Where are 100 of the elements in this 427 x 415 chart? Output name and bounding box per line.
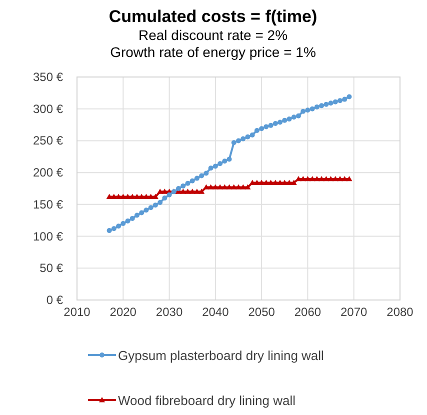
chart-title: Cumulated costs = f(time)	[108, 7, 318, 26]
point	[212, 164, 218, 169]
point	[208, 184, 214, 190]
point	[259, 126, 264, 132]
point	[166, 192, 172, 198]
x-tick-label: 2080	[386, 305, 414, 319]
point	[130, 216, 135, 221]
point	[305, 108, 310, 113]
point	[180, 188, 186, 194]
point	[194, 188, 200, 194]
point	[245, 134, 250, 140]
point	[324, 102, 329, 107]
point	[185, 180, 190, 186]
point	[180, 183, 186, 188]
x-tick-label: 2050	[248, 305, 276, 319]
point	[144, 208, 149, 213]
point	[194, 176, 200, 181]
point	[222, 158, 228, 164]
point	[272, 121, 278, 126]
point	[342, 176, 348, 182]
point	[106, 194, 112, 199]
point	[111, 226, 116, 232]
legend-label: Wood fibreboard dry lining wall	[118, 393, 296, 408]
point	[139, 210, 144, 216]
point	[346, 94, 352, 100]
point	[300, 108, 306, 114]
point	[231, 140, 236, 146]
x-tick-label: 2060	[294, 305, 322, 319]
point	[319, 103, 324, 108]
point	[240, 136, 246, 142]
x-tick-label: 2020	[110, 305, 137, 319]
point	[328, 176, 334, 182]
point	[212, 184, 218, 190]
point	[291, 114, 296, 120]
point	[304, 176, 311, 182]
point	[125, 218, 130, 224]
point	[264, 124, 269, 130]
point	[226, 156, 232, 162]
point	[282, 118, 288, 123]
point	[157, 188, 164, 194]
point	[337, 176, 344, 182]
point	[244, 184, 251, 190]
point	[162, 196, 168, 201]
point	[190, 178, 195, 184]
point	[332, 176, 338, 182]
y-tick-label: 350 €	[32, 70, 64, 84]
point	[198, 188, 205, 194]
point	[323, 176, 330, 182]
point	[342, 96, 348, 102]
y-tick-label: 300 €	[32, 102, 64, 116]
chart-subtitle: Real discount rate = 2% Growth rate of energy price = 1%	[110, 27, 316, 60]
point	[278, 120, 283, 125]
point	[120, 221, 126, 226]
point	[254, 128, 260, 134]
point	[338, 98, 343, 104]
point	[222, 184, 228, 190]
point	[208, 166, 214, 171]
point	[240, 184, 246, 190]
point	[328, 100, 334, 106]
point	[218, 161, 223, 166]
point	[203, 184, 210, 190]
point	[152, 202, 158, 208]
point	[268, 122, 274, 128]
point	[134, 212, 140, 218]
point	[158, 200, 163, 206]
y-tick-label: 250 €	[32, 134, 64, 148]
point	[346, 176, 352, 182]
point	[310, 106, 315, 112]
point	[296, 113, 301, 118]
point	[300, 176, 306, 182]
x-tick-label: 2030	[156, 305, 183, 319]
y-tick-label: 50 €	[40, 261, 64, 276]
point	[106, 228, 112, 234]
point	[250, 132, 255, 138]
y-tick-label: 0 €	[46, 293, 64, 307]
legend-label: Gypsum plasterboard dry lining wall	[118, 348, 324, 363]
point	[314, 104, 320, 110]
y-tick-label: 100 €	[32, 229, 64, 244]
point	[162, 188, 168, 194]
point	[217, 184, 224, 190]
y-tick-label: 150 €	[32, 197, 64, 212]
point	[184, 188, 191, 194]
point	[332, 99, 338, 104]
point	[148, 205, 154, 210]
point	[116, 224, 122, 229]
point	[204, 170, 209, 176]
point	[236, 138, 241, 144]
point	[236, 184, 242, 190]
point	[309, 176, 316, 182]
x-tick-label: 2070	[340, 305, 368, 319]
x-tick-label: 2040	[202, 305, 230, 319]
point	[230, 184, 237, 190]
point	[176, 186, 182, 191]
point	[226, 184, 232, 190]
point	[314, 176, 320, 182]
y-tick-label: 200 €	[32, 166, 64, 180]
point	[199, 173, 204, 178]
point	[286, 116, 292, 122]
point	[318, 176, 325, 182]
point	[189, 188, 196, 194]
